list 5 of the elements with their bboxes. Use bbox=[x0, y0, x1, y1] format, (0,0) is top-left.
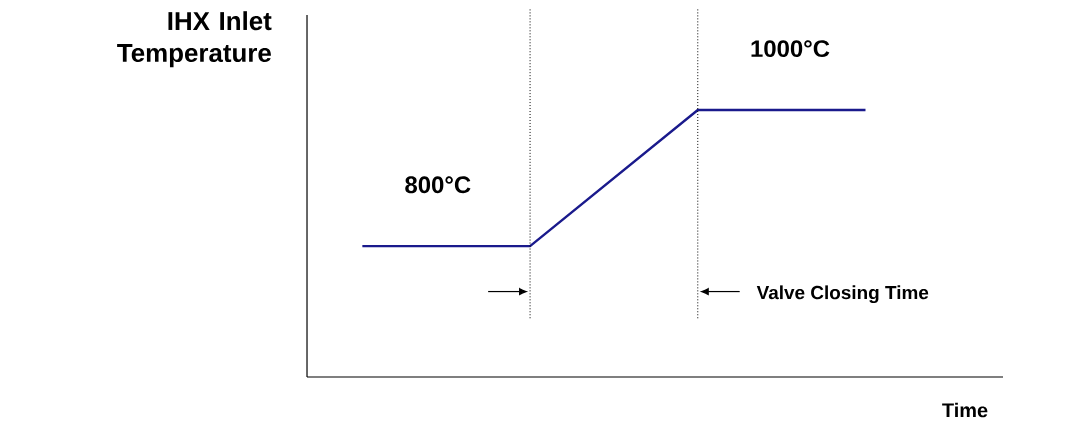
y-axis-title: IHX Inlet Temperature bbox=[117, 11, 272, 68]
text: 1000°C bbox=[751, 40, 830, 58]
x-axis-title: Time bbox=[942, 402, 988, 418]
annotation: 800°C bbox=[405, 176, 471, 194]
annotation: Valve Closing Time bbox=[756, 285, 929, 304]
